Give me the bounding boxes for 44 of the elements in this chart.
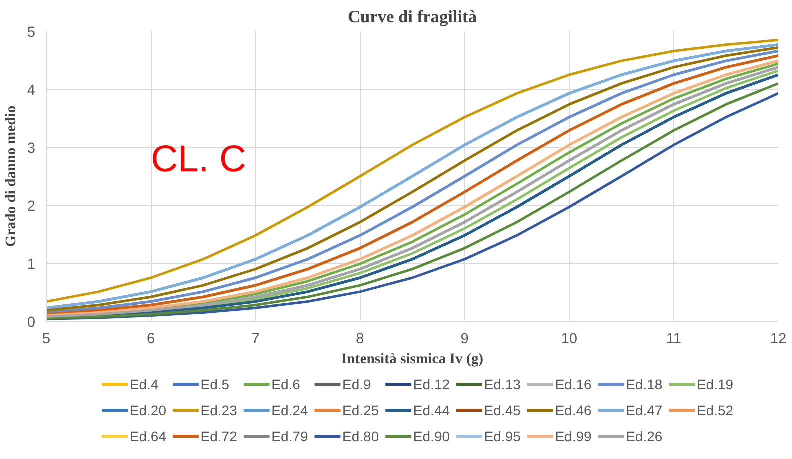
x-tick-label: 9 <box>460 332 469 348</box>
legend-label: Ed.20 <box>130 402 167 418</box>
legend-label: Ed.44 <box>413 402 450 418</box>
y-tick-label: 1 <box>27 257 36 273</box>
legend-label: Ed.95 <box>484 428 522 444</box>
y-axis-title: Grado di danno medio <box>3 106 20 248</box>
legend-label: Ed.18 <box>626 376 663 392</box>
legend-label: Ed.90 <box>413 428 450 444</box>
legend-label: Ed.19 <box>696 376 734 392</box>
legend-label: Ed.47 <box>626 402 663 418</box>
x-tick-label: 12 <box>770 332 787 348</box>
legend-label: Ed.79 <box>272 428 308 444</box>
legend-label: Ed.64 <box>130 428 167 444</box>
y-tick-label: 2 <box>27 199 36 215</box>
legend-label: Ed.25 <box>342 402 380 418</box>
legend-label: Ed.72 <box>200 428 238 444</box>
legend-label: Ed.13 <box>484 376 522 392</box>
y-tick-label: 4 <box>27 83 36 99</box>
x-tick-label: 6 <box>146 332 156 348</box>
legend-label: Ed.6 <box>272 376 301 392</box>
chart-title: Curve di fragilità <box>348 8 478 26</box>
annotation: CL. C <box>151 137 246 180</box>
legend-label: Ed.46 <box>555 402 592 418</box>
legend-label: Ed.9 <box>342 376 372 392</box>
legend-label: Ed.80 <box>342 428 380 444</box>
x-axis-title: Intensità sismica Iv (g) <box>341 352 484 368</box>
legend-label: Ed.16 <box>555 376 592 392</box>
legend-label: Ed.99 <box>555 428 592 444</box>
legend-label: Ed.45 <box>484 402 522 418</box>
y-tick-label: 5 <box>27 25 36 41</box>
x-tick-label: 10 <box>561 332 578 348</box>
legend-label: Ed.23 <box>200 402 238 418</box>
legend-label: Ed.52 <box>696 402 734 418</box>
legend-label: Ed.12 <box>413 376 450 392</box>
legend-label: Ed.4 <box>130 376 159 392</box>
x-tick-label: 11 <box>666 332 682 348</box>
legend-label: Ed.5 <box>200 376 230 392</box>
x-tick-label: 8 <box>356 332 364 348</box>
legend-label: Ed.24 <box>272 402 308 418</box>
legend-label: Ed.26 <box>626 428 663 444</box>
x-tick-label: 5 <box>42 332 51 348</box>
y-tick-label: 3 <box>27 141 36 157</box>
y-tick-label: 0 <box>27 315 36 331</box>
x-tick-label: 7 <box>252 332 260 348</box>
